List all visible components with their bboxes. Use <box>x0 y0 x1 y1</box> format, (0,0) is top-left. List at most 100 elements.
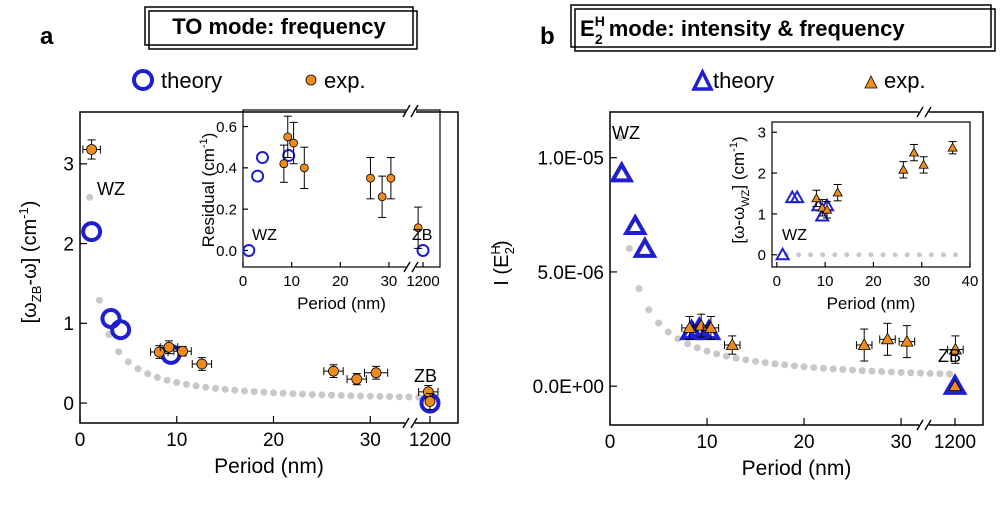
panel-a: a TO mode: frequency theory exp. 0 10 20 30… <box>16 6 459 478</box>
b-inset-guide-dot <box>892 252 898 258</box>
a-main-guide-dot <box>386 393 394 401</box>
b-main-guide-dot <box>946 370 954 378</box>
a-main-exp-point <box>422 386 434 398</box>
b-inset-guide-dot <box>940 252 946 258</box>
b-main-guide-dot <box>752 357 760 365</box>
a-main-frame <box>79 111 459 424</box>
a-main-guide-dot <box>366 392 374 400</box>
a-main-guide-dot <box>95 296 103 304</box>
region-label-zb-b: ZB <box>938 346 961 366</box>
b-main-axis-break-mark <box>916 106 924 118</box>
b-main-guide-dot <box>781 361 789 369</box>
a-inset-exp-point <box>413 223 423 233</box>
title-b: EH 2 mode: intensity & frequency <box>580 13 905 47</box>
a-main-exp-point <box>86 144 98 155</box>
b-inset-theory-point <box>814 207 830 222</box>
b-main-exp-point <box>900 334 914 347</box>
b-main-axis-break-gap <box>919 108 929 116</box>
title-box-b <box>570 4 992 48</box>
b-main-theory-point <box>942 373 968 395</box>
a-inset-y-tick-label: 0.6 <box>216 119 237 136</box>
a-main-guide-dot <box>357 392 365 400</box>
b-main-guide-dot <box>771 360 779 368</box>
b-main-guide-dot <box>645 306 653 314</box>
legend-exp-label-a: exp. <box>324 68 366 93</box>
a-main-guide-dot <box>115 348 123 356</box>
b-main-guide-dot <box>887 368 895 376</box>
region-label-wz-b: WZ <box>612 123 640 143</box>
a-inset-exp-point <box>289 138 298 148</box>
a-inset-frame <box>242 109 441 268</box>
b-main-guide-dot <box>839 366 847 374</box>
b-main-guide-dot <box>926 369 934 377</box>
a-main-guide-dot <box>308 390 316 398</box>
a-inset-exp-point <box>279 159 289 169</box>
b-main-guide-dot <box>907 369 915 377</box>
b-inset-guide-dot <box>904 252 910 258</box>
b-main-exp-point <box>704 321 718 333</box>
a-main-x-tick-label: 20 <box>263 430 284 451</box>
a-main-guide-dot <box>395 393 403 401</box>
b-main-x-tick-label: 10 <box>696 432 717 453</box>
b-main-guide-dot <box>810 364 818 372</box>
b-main-guide-dot <box>742 356 750 364</box>
a-inset-y-tick-label: 0.2 <box>216 202 237 219</box>
b-main-guide-dot <box>800 363 808 371</box>
b-main-y-tick-label: 1.0E-05 <box>537 149 604 170</box>
legend-b: theory exp. <box>691 68 926 93</box>
a-inset-exp-point <box>299 163 309 173</box>
a-main-x-tick-label: 30 <box>360 430 381 451</box>
a-main-guide-dot <box>260 388 268 396</box>
a-main-guide-dot <box>153 373 161 381</box>
legend-theory-label-b: theory <box>713 68 774 93</box>
b-inset-frame <box>771 121 971 268</box>
panel-label-a: a <box>40 23 54 50</box>
b-inset-exp-point <box>832 187 843 197</box>
b-main-guide-dot <box>936 370 944 378</box>
b-inset-guide-dot <box>832 252 838 258</box>
inset-region-label-zb-a: ZB <box>412 227 432 244</box>
b-inset-guide-dot <box>880 252 886 258</box>
b-main-axis-break-mark <box>924 419 932 431</box>
b-main-guide-dot <box>635 285 643 293</box>
b-main-guide-dot <box>868 367 876 375</box>
a-inset-theory-point <box>282 148 296 162</box>
a-inset-axis-break-mark <box>403 104 411 116</box>
b-inset-exp-point <box>821 204 833 214</box>
legend-a: theory exp. <box>132 68 366 93</box>
b-main-guide-dot <box>897 368 905 376</box>
a-inset-theory-point <box>416 243 430 257</box>
a-main-guide-dot <box>134 365 142 373</box>
b-inset-guide-dot <box>844 252 850 258</box>
a-main-guide-dot <box>221 385 229 393</box>
b-main-guide-dot <box>858 367 866 375</box>
a-inset-x-tick-label: 30 <box>381 273 398 290</box>
y-axis-label-a: [ωZB-ω] (cm-1) <box>16 201 44 324</box>
b-inset-y-tick-label: 2 <box>758 165 766 182</box>
b-inset-x-tick-label: 0 <box>773 273 781 290</box>
a-main-guide-dot <box>405 393 413 401</box>
b-main-frame <box>609 111 984 426</box>
a-main-guide-dot <box>299 390 307 398</box>
title-box-shadow-a <box>148 10 418 50</box>
b-main-axis-break-gap <box>919 421 929 429</box>
b-main-guide-dot <box>790 362 798 370</box>
b-inset-x-axis-label: Period (nm) <box>827 294 916 313</box>
a-main-guide-dot <box>173 378 181 386</box>
legend-theory-marker-a <box>132 69 154 91</box>
b-main-x-tick-label: 0 <box>605 432 616 453</box>
a-inset-x-tick-label: 10 <box>283 273 300 290</box>
title-box-a <box>144 6 414 46</box>
b-main-exp-point <box>725 338 739 350</box>
b-main-guide-dot <box>761 359 769 367</box>
b-inset-guide-dot <box>820 252 826 258</box>
b-inset-exp-point <box>947 142 958 152</box>
b-main-axis-break-mark <box>924 106 932 118</box>
a-main-guide-dot <box>270 389 278 397</box>
inset-region-label-wz-b: WZ <box>782 227 807 244</box>
a-inset-x-tick-label: 0 <box>239 273 247 290</box>
legend-exp-marker-a <box>305 74 317 86</box>
a-inset-theory-point <box>251 169 265 183</box>
a-main-axis-break-mark <box>410 417 418 429</box>
a-main-guide-dot <box>318 391 326 399</box>
